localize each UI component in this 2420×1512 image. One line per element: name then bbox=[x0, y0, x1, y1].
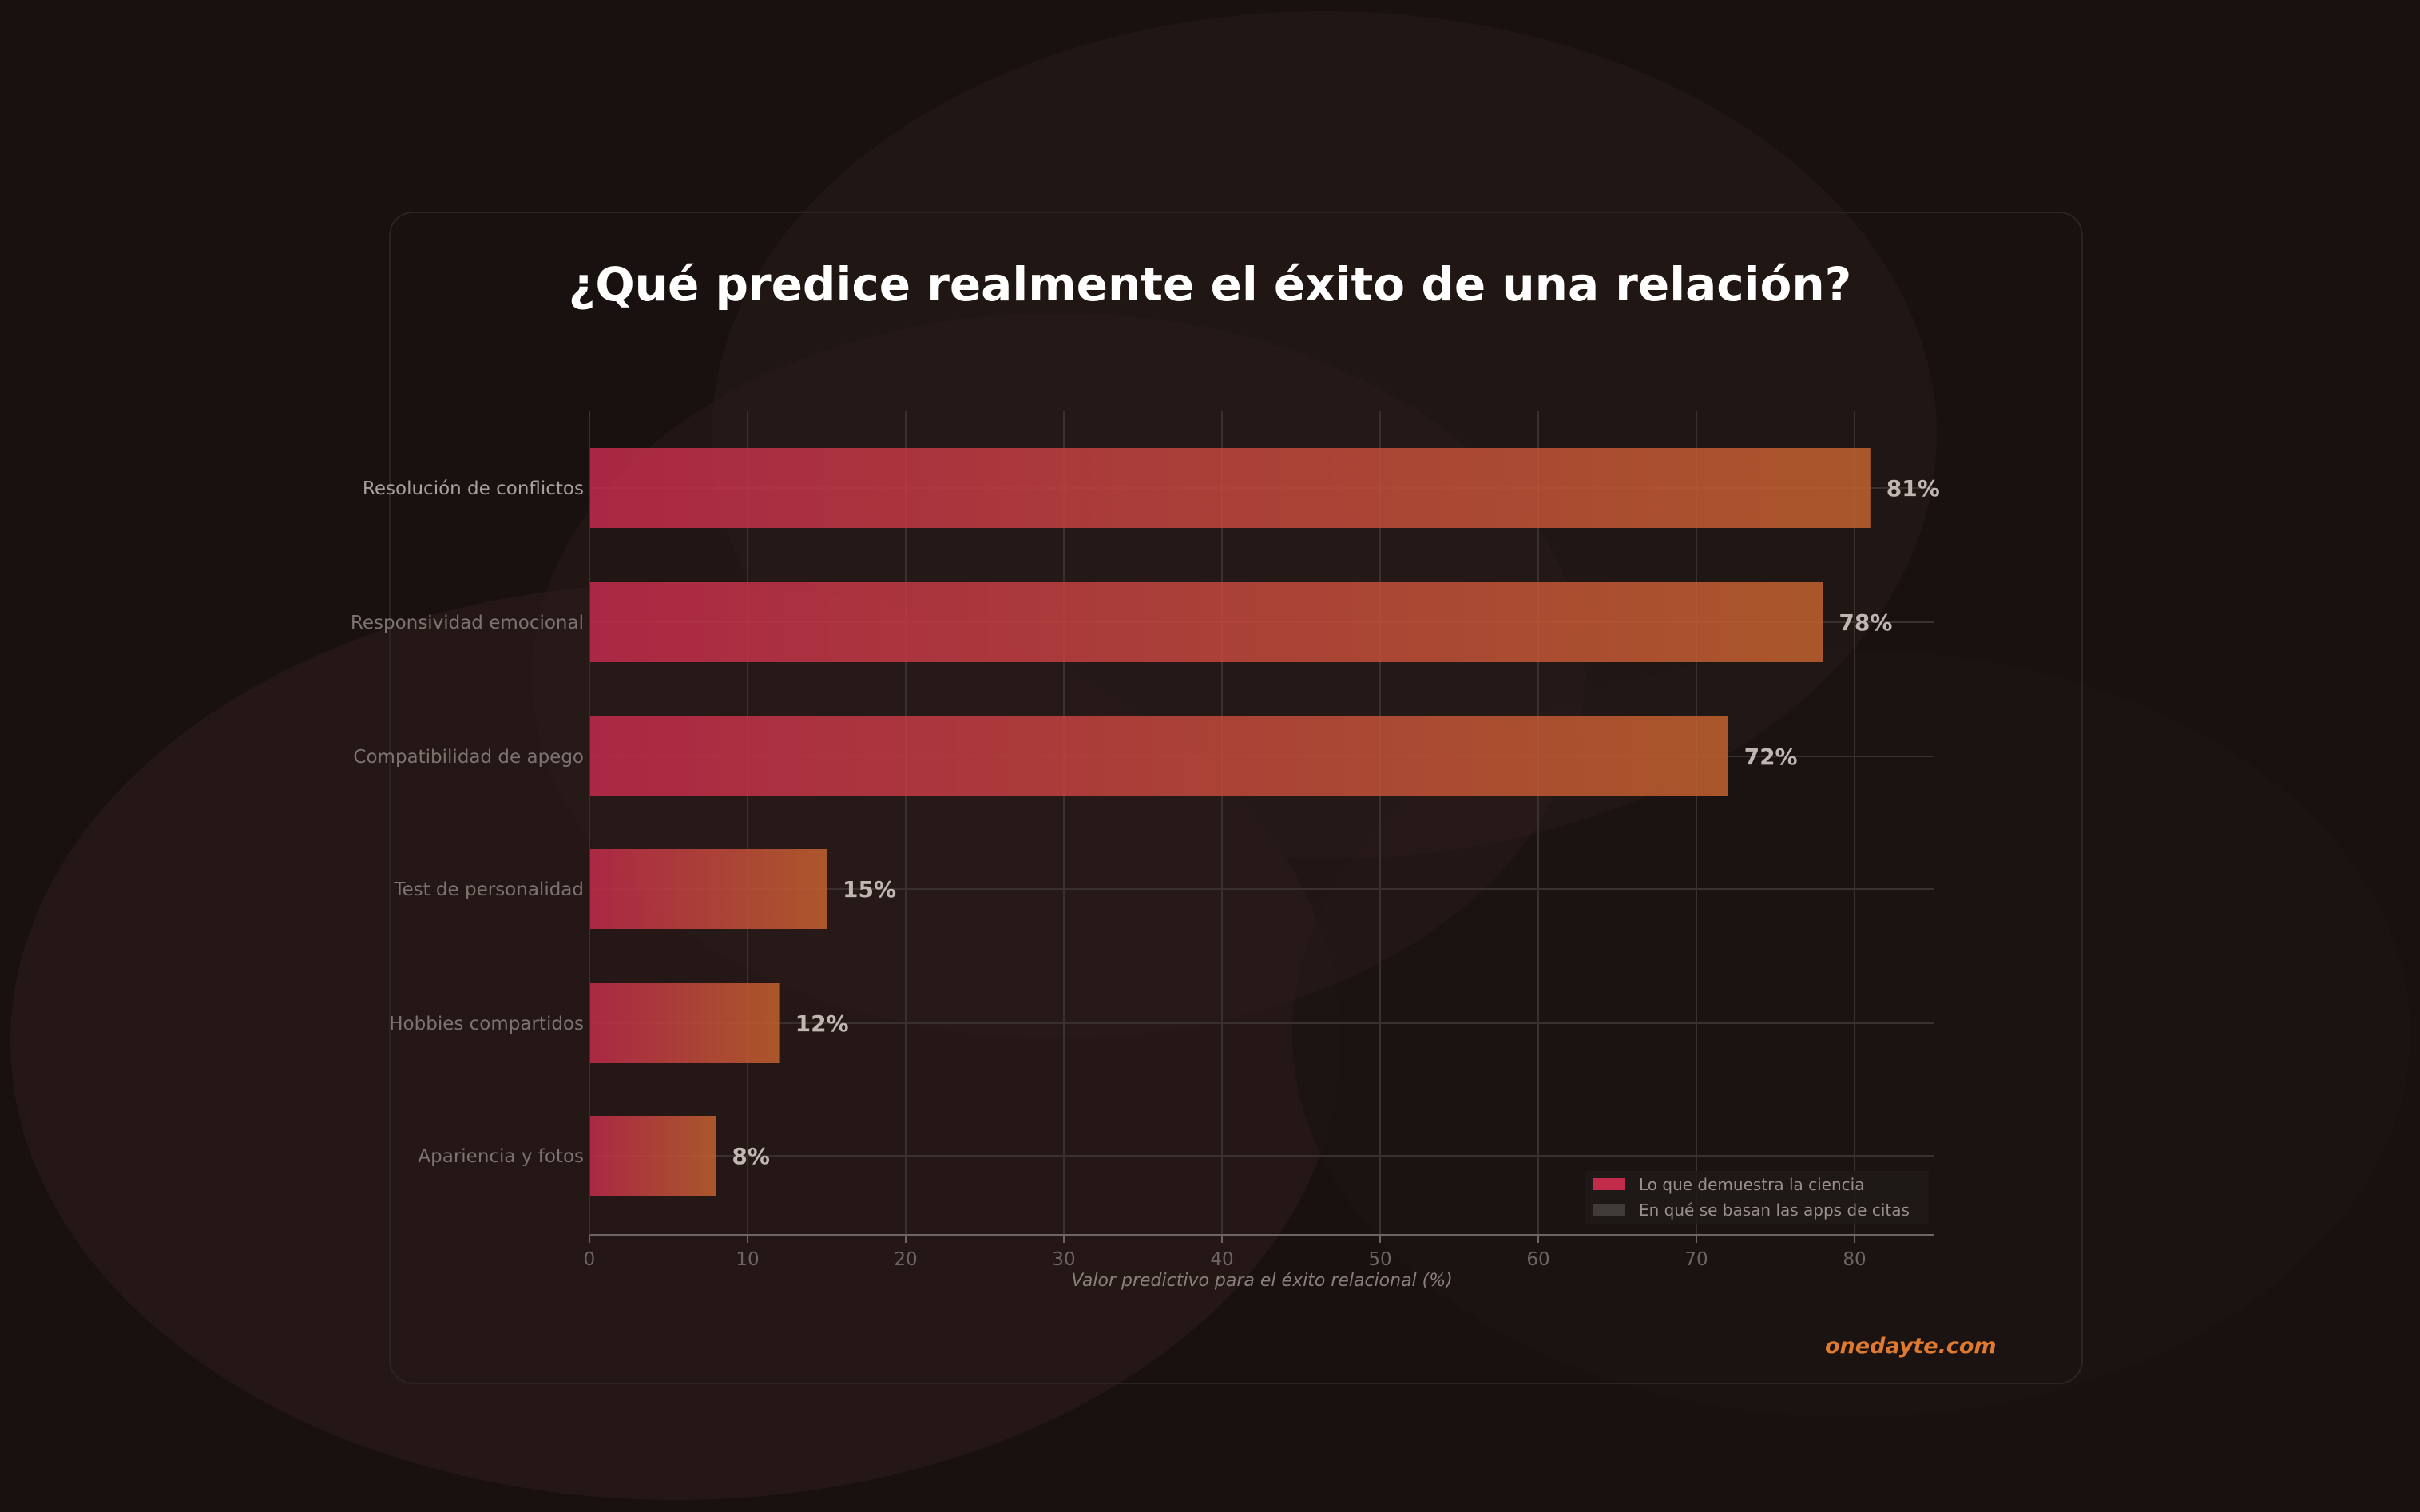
chart-card bbox=[389, 212, 2083, 1384]
category-label: Apariencia y fotos bbox=[418, 1146, 584, 1167]
category-label: Responsividad emocional bbox=[351, 613, 584, 633]
x-tick-label: 60 bbox=[1526, 1249, 1549, 1270]
category-label: Hobbies compartidos bbox=[389, 1014, 584, 1034]
chart-title: ¿Qué predice realmente el éxito de una r… bbox=[568, 257, 1852, 312]
bar bbox=[589, 448, 1871, 528]
category-label: Test de personalidad bbox=[393, 879, 584, 900]
x-tick-label: 20 bbox=[894, 1249, 917, 1270]
legend-swatch-science bbox=[1593, 1178, 1625, 1190]
x-tick-label: 50 bbox=[1368, 1249, 1391, 1270]
x-tick-label: 80 bbox=[1843, 1249, 1866, 1270]
legend-label-science: Lo que demuestra la ciencia bbox=[1639, 1175, 1865, 1194]
x-tick-label: 10 bbox=[736, 1249, 759, 1270]
legend-label-apps: En qué se basan las apps de citas bbox=[1639, 1200, 1910, 1220]
x-tick-label: 40 bbox=[1210, 1249, 1233, 1270]
bar bbox=[589, 716, 1728, 796]
data-label: 72% bbox=[1744, 744, 1798, 770]
data-label: 78% bbox=[1839, 609, 1892, 636]
data-label: 12% bbox=[795, 1010, 849, 1037]
x-tick-label: 0 bbox=[584, 1249, 596, 1270]
x-tick-label: 30 bbox=[1052, 1249, 1075, 1270]
bar bbox=[589, 983, 780, 1063]
bar bbox=[589, 1116, 716, 1196]
bar bbox=[589, 849, 827, 929]
watermark: onedayte.com bbox=[1825, 1334, 1997, 1359]
legend: Lo que demuestra la ciencia En qué se ba… bbox=[1585, 1171, 1929, 1224]
data-label: 15% bbox=[843, 876, 896, 903]
bar bbox=[589, 582, 1823, 662]
x-tick-label: 70 bbox=[1684, 1249, 1708, 1270]
x-axis-label: Valor predictivo para el éxito relaciona… bbox=[1071, 1271, 1452, 1291]
category-label: Compatibilidad de apego bbox=[353, 747, 584, 768]
legend-swatch-apps bbox=[1593, 1204, 1625, 1216]
category-label: Resolución de conflictos bbox=[363, 478, 584, 499]
data-label: 8% bbox=[732, 1143, 770, 1169]
data-label: 81% bbox=[1886, 475, 1940, 502]
